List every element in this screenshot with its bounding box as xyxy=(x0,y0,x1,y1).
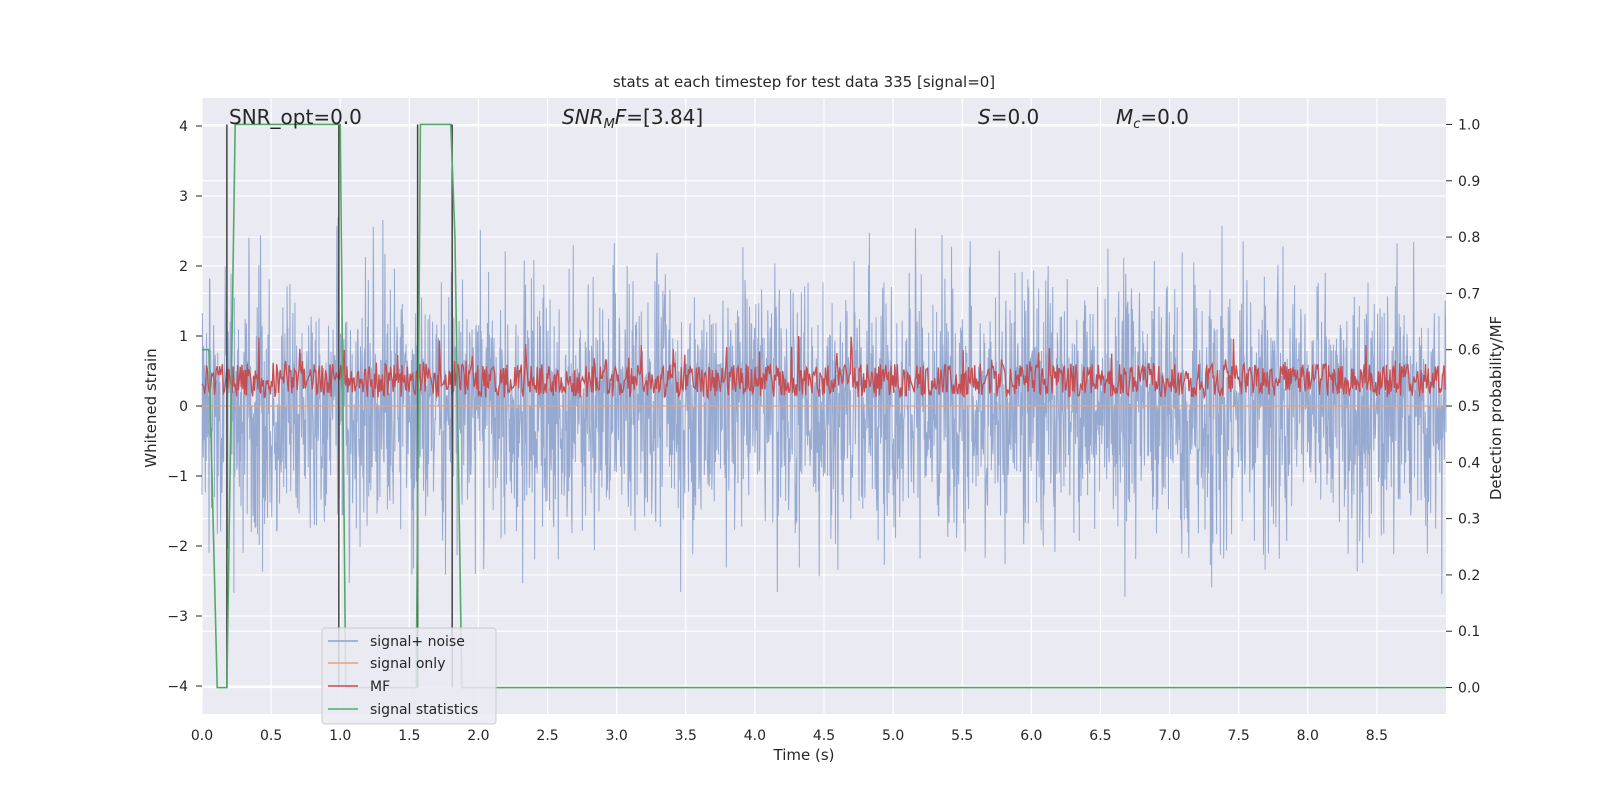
x-tick-label: 2.5 xyxy=(536,728,558,744)
x-tick-label: 4.0 xyxy=(744,728,766,744)
annotation-mc: Mc=0.0 xyxy=(1116,105,1189,132)
y2-tick-label: 0.8 xyxy=(1458,230,1480,246)
y-tick-label: 0 xyxy=(179,399,188,415)
y-tick-label: −4 xyxy=(167,679,188,695)
legend-label-signal-only: signal only xyxy=(370,656,445,672)
x-tick-label: 6.5 xyxy=(1089,728,1111,744)
annotation-snr-mf-rest-f: F xyxy=(615,105,627,129)
x-tick-label: 5.5 xyxy=(951,728,973,744)
annotation-snr-mf-sub: M xyxy=(604,117,615,132)
y2-tick-label: 1.0 xyxy=(1458,117,1480,133)
annotation-s-value: =0.0 xyxy=(991,105,1040,129)
y2-tick-label: 0.7 xyxy=(1458,286,1480,302)
legend-label-mf: MF xyxy=(370,679,390,695)
x-tick-label: 0.5 xyxy=(260,728,282,744)
y2-tick-label: 0.2 xyxy=(1458,568,1480,584)
y2-tick-label: 0.9 xyxy=(1458,174,1480,190)
y-tick-label: 3 xyxy=(179,189,188,205)
y2-tick-label: 0.6 xyxy=(1458,343,1480,359)
annotation-snr-opt: SNR_opt=0.0 xyxy=(229,105,362,129)
chart-title: stats at each timestep for test data 335… xyxy=(613,73,995,91)
x-tick-label: 5.0 xyxy=(882,728,904,744)
legend-frame xyxy=(321,627,497,725)
x-tick-label: 8.0 xyxy=(1297,728,1319,744)
x-tick-label: 7.5 xyxy=(1228,728,1250,744)
annotation-snr-mf-main: SNR xyxy=(562,105,604,129)
legend-label-signal-statistics: signal statistics xyxy=(370,702,478,718)
series-mf xyxy=(201,335,1447,400)
signal-noise-line xyxy=(201,216,1447,597)
x-tick-label: 3.0 xyxy=(606,728,628,744)
series-signal-noise xyxy=(201,216,1447,597)
y2-tick-label: 0.5 xyxy=(1458,399,1480,415)
y2-axis-ticks: 1.0 0.9 0.8 0.7 0.6 0.5 0.4 0.3 0.2 0.1 0.0 xyxy=(1446,117,1480,697)
y-tick-label: −2 xyxy=(167,539,188,555)
annotation-mc-value: =0.0 xyxy=(1140,105,1189,129)
x-tick-label: 1.5 xyxy=(398,728,420,744)
legend-label-signal-noise: signal+ noise xyxy=(370,634,465,650)
x-axis-ticks: 0.0 0.5 1.0 1.5 2.0 2.5 3.0 3.5 4.0 4.5 5.0 5.5 6.0 6… xyxy=(191,728,1388,744)
y2-tick-label: 0.0 xyxy=(1458,681,1480,697)
x-tick-label: 0.0 xyxy=(191,728,213,744)
x-tick-label: 6.0 xyxy=(1020,728,1042,744)
x-tick-label: 2.0 xyxy=(467,728,489,744)
x-tick-label: 8.5 xyxy=(1366,728,1388,744)
y2-axis-label: Detection probability/MF xyxy=(1487,316,1505,500)
y2-tick-label: 0.3 xyxy=(1458,512,1480,528)
annotation-mc-sub: c xyxy=(1133,117,1140,132)
x-tick-label: 3.5 xyxy=(675,728,697,744)
annotation-s: S=0.0 xyxy=(978,105,1039,129)
y-tick-label: 4 xyxy=(179,119,188,135)
y-tick-label: −1 xyxy=(167,469,188,485)
annotation-snr-mf-value: =[3.84] xyxy=(626,105,703,129)
x-tick-label: 4.5 xyxy=(813,728,835,744)
annotation-snr-mf: SNRMF=[3.84] xyxy=(562,105,703,132)
legend: signal+ noise signal only MF signal stat… xyxy=(321,627,497,725)
mf-line xyxy=(201,335,1447,400)
y-tick-label: 1 xyxy=(179,329,188,345)
y2-tick-label: 0.4 xyxy=(1458,455,1480,471)
y-tick-label: 2 xyxy=(179,259,188,275)
y-tick-label: −3 xyxy=(167,609,188,625)
x-axis-label: Time (s) xyxy=(773,746,835,764)
y-axis-ticks: 4 3 2 1 0 −1 −2 −3 −4 xyxy=(167,119,202,695)
x-tick-label: 1.0 xyxy=(329,728,351,744)
y-axis-label: Whitened strain xyxy=(142,348,160,467)
annotation-mc-main: M xyxy=(1116,105,1133,129)
y2-tick-label: 0.1 xyxy=(1458,624,1480,640)
x-tick-label: 7.0 xyxy=(1158,728,1180,744)
annotation-s-main: S xyxy=(978,105,991,129)
